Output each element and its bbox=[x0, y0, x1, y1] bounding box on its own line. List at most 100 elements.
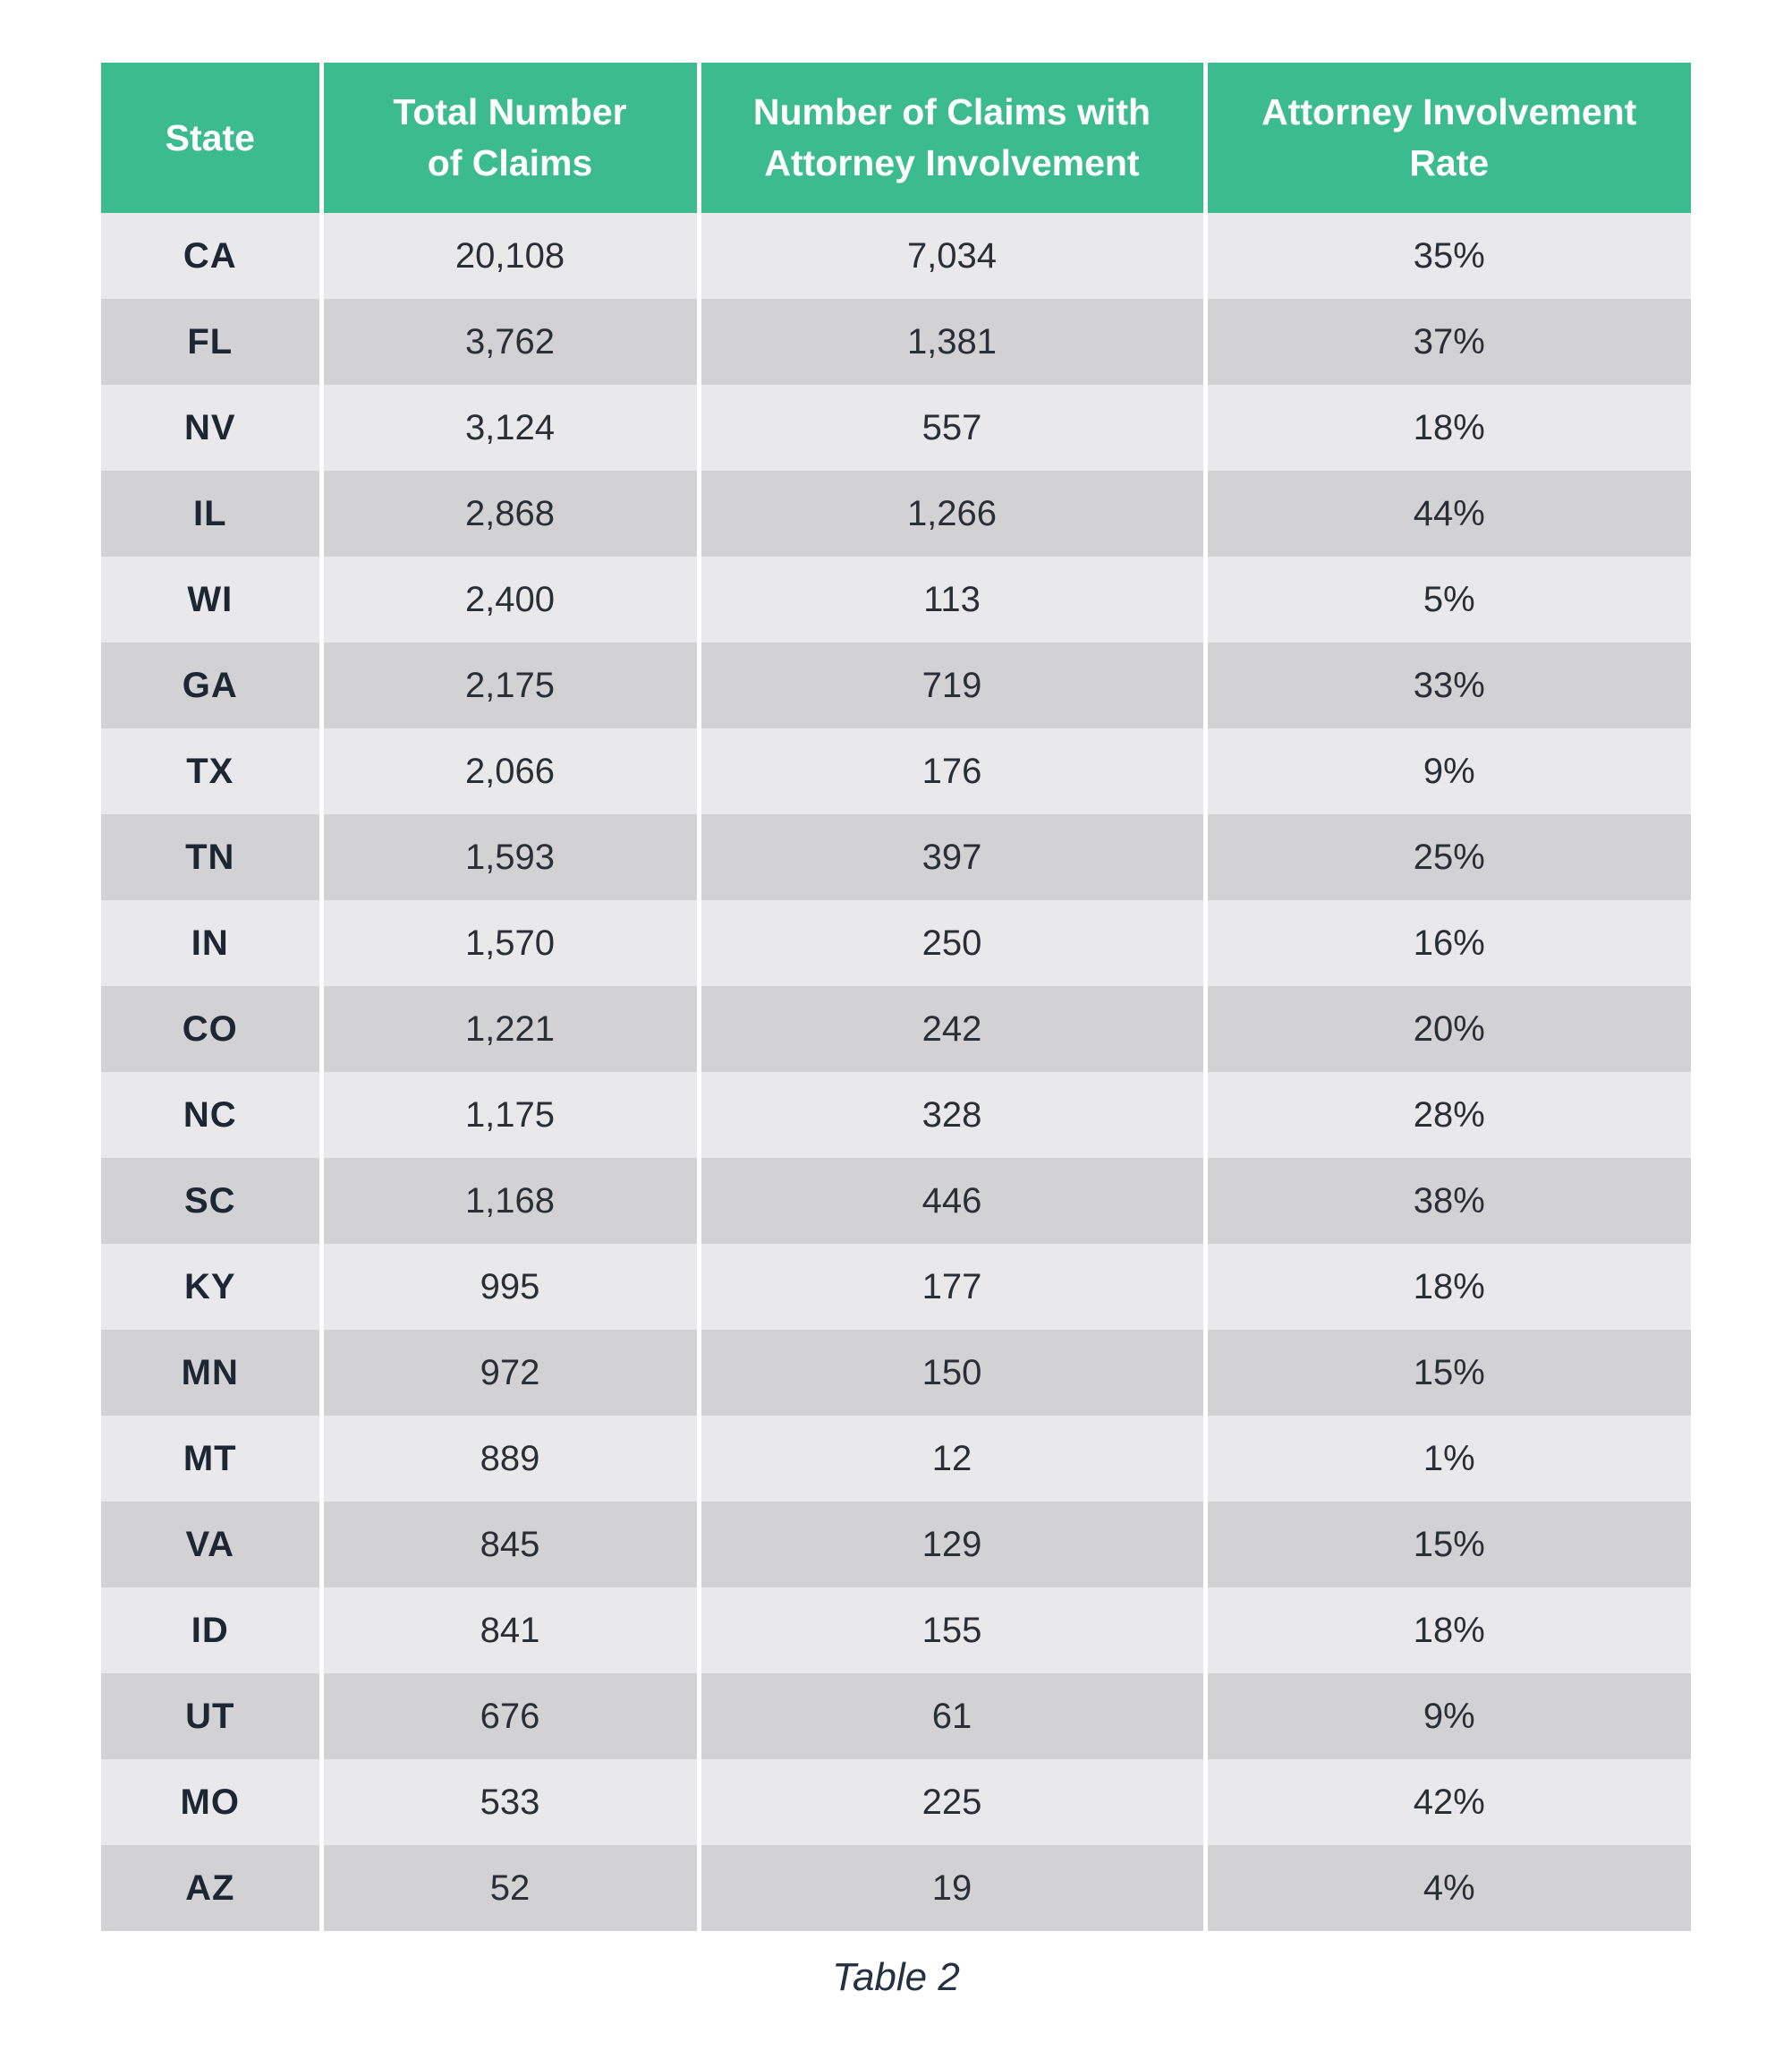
cell-rate: 18% bbox=[1202, 385, 1691, 471]
header-attorney-claims: Number of Claims with Attorney Involveme… bbox=[696, 63, 1205, 213]
cell-total: 1,175 bbox=[318, 1072, 699, 1158]
cell-total: 2,175 bbox=[318, 642, 699, 728]
cell-attorney: 557 bbox=[696, 385, 1205, 471]
cell-attorney: 7,034 bbox=[696, 213, 1205, 299]
table-row: NC 1,175 328 28% bbox=[101, 1072, 1691, 1158]
cell-attorney: 1,266 bbox=[696, 471, 1205, 557]
cell-state: TN bbox=[101, 814, 321, 900]
cell-attorney: 177 bbox=[696, 1244, 1205, 1330]
cell-state: MO bbox=[101, 1759, 321, 1845]
cell-state: SC bbox=[101, 1158, 321, 1244]
table-row: KY 995 177 18% bbox=[101, 1244, 1691, 1330]
cell-total: 676 bbox=[318, 1673, 699, 1759]
cell-rate: 18% bbox=[1202, 1244, 1691, 1330]
table-row: MO 533 225 42% bbox=[101, 1759, 1691, 1845]
table-row: MN 972 150 15% bbox=[101, 1330, 1691, 1416]
cell-rate: 38% bbox=[1202, 1158, 1691, 1244]
cell-state: VA bbox=[101, 1502, 321, 1587]
cell-total: 2,868 bbox=[318, 471, 699, 557]
cell-state: CO bbox=[101, 986, 321, 1072]
table-row: MT 889 12 1% bbox=[101, 1416, 1691, 1502]
table-row: IN 1,570 250 16% bbox=[101, 900, 1691, 986]
cell-total: 3,762 bbox=[318, 299, 699, 385]
cell-state: NV bbox=[101, 385, 321, 471]
cell-state: GA bbox=[101, 642, 321, 728]
cell-total: 841 bbox=[318, 1587, 699, 1673]
cell-total: 889 bbox=[318, 1416, 699, 1502]
cell-state: KY bbox=[101, 1244, 321, 1330]
cell-rate: 20% bbox=[1202, 986, 1691, 1072]
cell-rate: 25% bbox=[1202, 814, 1691, 900]
cell-rate: 15% bbox=[1202, 1502, 1691, 1587]
cell-total: 20,108 bbox=[318, 213, 699, 299]
table-body: CA 20,108 7,034 35% FL 3,762 1,381 37% NV 3,124 55… bbox=[101, 213, 1691, 1931]
cell-state: AZ bbox=[101, 1845, 321, 1931]
table-row: SC 1,168 446 38% bbox=[101, 1158, 1691, 1244]
header-row: State Total Number of Claims Number of C… bbox=[101, 63, 1691, 213]
cell-attorney: 150 bbox=[696, 1330, 1205, 1416]
cell-attorney: 446 bbox=[696, 1158, 1205, 1244]
cell-rate: 9% bbox=[1202, 1673, 1691, 1759]
cell-total: 995 bbox=[318, 1244, 699, 1330]
header-state: State bbox=[101, 63, 321, 213]
table-row: WI 2,400 113 5% bbox=[101, 557, 1691, 642]
table-row: AZ 52 19 4% bbox=[101, 1845, 1691, 1931]
cell-attorney: 242 bbox=[696, 986, 1205, 1072]
cell-attorney: 155 bbox=[696, 1587, 1205, 1673]
cell-rate: 1% bbox=[1202, 1416, 1691, 1502]
header-total-claims: Total Number of Claims bbox=[318, 63, 699, 213]
cell-total: 533 bbox=[318, 1759, 699, 1845]
cell-state: MN bbox=[101, 1330, 321, 1416]
cell-total: 845 bbox=[318, 1502, 699, 1587]
cell-state: WI bbox=[101, 557, 321, 642]
cell-total: 972 bbox=[318, 1330, 699, 1416]
cell-state: UT bbox=[101, 1673, 321, 1759]
cell-rate: 33% bbox=[1202, 642, 1691, 728]
cell-state: ID bbox=[101, 1587, 321, 1673]
cell-total: 3,124 bbox=[318, 385, 699, 471]
cell-attorney: 719 bbox=[696, 642, 1205, 728]
cell-rate: 28% bbox=[1202, 1072, 1691, 1158]
cell-attorney: 129 bbox=[696, 1502, 1205, 1587]
table-caption: Table 2 bbox=[832, 1955, 960, 1999]
cell-state: NC bbox=[101, 1072, 321, 1158]
cell-rate: 4% bbox=[1202, 1845, 1691, 1931]
cell-attorney: 225 bbox=[696, 1759, 1205, 1845]
cell-state: CA bbox=[101, 213, 321, 299]
cell-attorney: 328 bbox=[696, 1072, 1205, 1158]
cell-total: 2,066 bbox=[318, 728, 699, 814]
cell-attorney: 176 bbox=[696, 728, 1205, 814]
cell-attorney: 12 bbox=[696, 1416, 1205, 1502]
table-row: TN 1,593 397 25% bbox=[101, 814, 1691, 900]
table-row: CA 20,108 7,034 35% bbox=[101, 213, 1691, 299]
cell-total: 1,593 bbox=[318, 814, 699, 900]
header-attorney-rate: Attorney Involvement Rate bbox=[1202, 63, 1691, 213]
cell-rate: 5% bbox=[1202, 557, 1691, 642]
table-row: VA 845 129 15% bbox=[101, 1502, 1691, 1587]
cell-rate: 44% bbox=[1202, 471, 1691, 557]
table-row: GA 2,175 719 33% bbox=[101, 642, 1691, 728]
table-row: NV 3,124 557 18% bbox=[101, 385, 1691, 471]
cell-rate: 42% bbox=[1202, 1759, 1691, 1845]
table-row: ID 841 155 18% bbox=[101, 1587, 1691, 1673]
table-row: FL 3,762 1,381 37% bbox=[101, 299, 1691, 385]
cell-total: 1,168 bbox=[318, 1158, 699, 1244]
cell-rate: 35% bbox=[1202, 213, 1691, 299]
cell-rate: 18% bbox=[1202, 1587, 1691, 1673]
cell-rate: 16% bbox=[1202, 900, 1691, 986]
cell-attorney: 397 bbox=[696, 814, 1205, 900]
cell-state: IL bbox=[101, 471, 321, 557]
cell-attorney: 1,381 bbox=[696, 299, 1205, 385]
table-row: TX 2,066 176 9% bbox=[101, 728, 1691, 814]
cell-total: 2,400 bbox=[318, 557, 699, 642]
cell-rate: 9% bbox=[1202, 728, 1691, 814]
cell-rate: 37% bbox=[1202, 299, 1691, 385]
cell-total: 52 bbox=[318, 1845, 699, 1931]
table-row: IL 2,868 1,266 44% bbox=[101, 471, 1691, 557]
cell-attorney: 113 bbox=[696, 557, 1205, 642]
cell-attorney: 250 bbox=[696, 900, 1205, 986]
cell-attorney: 61 bbox=[696, 1673, 1205, 1759]
cell-rate: 15% bbox=[1202, 1330, 1691, 1416]
cell-state: MT bbox=[101, 1416, 321, 1502]
